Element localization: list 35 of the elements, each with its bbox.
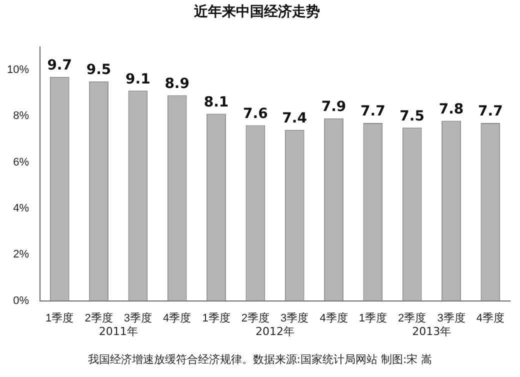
text: 2012年 [256,325,295,338]
data-label: 9.7 [47,57,72,74]
x-tick-label: 4季度 [163,311,192,324]
x-tick-label: 1季度 [202,311,230,324]
x-tick-label: 2季度 [84,311,113,324]
data-label: 7.5 [400,108,424,124]
x-tick-label: 4季度 [476,311,504,324]
data-label: 8.1 [204,94,229,110]
data-label: 8.9 [164,76,190,92]
data-label: 7.7 [360,104,386,120]
text: 2013年 [412,325,452,338]
data-label: 7.7 [478,104,503,120]
x-tick-label: 1季度 [358,311,387,324]
y-tick-label: 0% [13,294,30,307]
data-label: 9.1 [126,71,150,88]
x-tick-label: 1季度 [46,311,74,324]
chart-title: 近年来中国经济走势 [193,3,320,20]
text: 2011年 [98,325,138,338]
x-tick-label: 4季度 [320,311,348,324]
x-tick-label: 3季度 [124,311,152,324]
y-tick-label: 6% [13,156,30,168]
x-tick-label: 2季度 [398,311,426,324]
y-tick-label: 8% [13,110,30,122]
y-tick-label: 4% [13,202,30,214]
y-tick-label: 2% [13,248,30,261]
x-tick-label: 2季度 [241,311,270,324]
x-tick-label: 3季度 [280,311,309,324]
data-label: 7.9 [321,99,346,116]
y-tick-label: 10% [6,64,30,76]
x-tick-label: 3季度 [437,311,466,324]
data-label: 7.4 [282,110,308,127]
data-label: 9.5 [86,62,112,78]
data-label: 7.6 [243,106,268,122]
text: 我国经济增速放缓符合经济规律。数据来源:国家统计局网站 制图:宋 嵩 [86,352,434,367]
data-label: 7.8 [438,101,464,118]
